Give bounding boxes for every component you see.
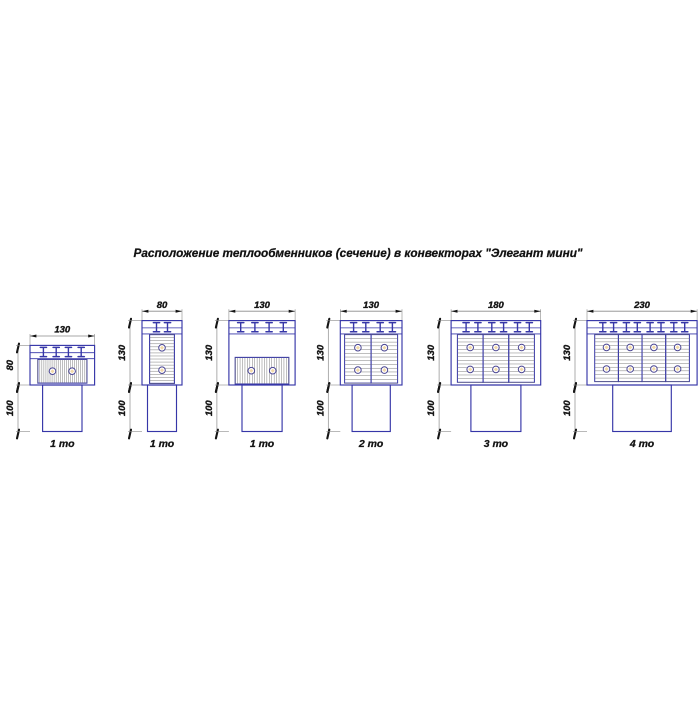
svg-text:2 то: 2 то [358, 438, 384, 450]
svg-text:130: 130 [54, 325, 71, 336]
svg-text:130: 130 [426, 344, 437, 361]
svg-text:80: 80 [5, 359, 16, 370]
svg-text:100: 100 [426, 400, 437, 417]
svg-text:100: 100 [315, 400, 326, 417]
svg-text:100: 100 [117, 400, 128, 417]
svg-text:4 то: 4 то [629, 438, 655, 450]
svg-text:1 то: 1 то [150, 438, 175, 450]
svg-text:130: 130 [315, 344, 326, 361]
svg-text:80: 80 [157, 300, 168, 311]
svg-text:130: 130 [254, 300, 271, 311]
svg-text:230: 230 [633, 300, 651, 311]
svg-text:130: 130 [562, 344, 573, 361]
svg-text:1 то: 1 то [50, 438, 75, 450]
svg-text:180: 180 [488, 300, 505, 311]
svg-text:130: 130 [204, 344, 215, 361]
svg-text:100: 100 [562, 400, 573, 417]
svg-text:3 то: 3 то [484, 438, 509, 450]
svg-text:Расположение теплообменников (: Расположение теплообменников (сечение) в… [133, 246, 582, 260]
svg-text:100: 100 [204, 400, 215, 417]
svg-text:130: 130 [363, 300, 380, 311]
svg-text:130: 130 [117, 344, 128, 361]
svg-text:1 то: 1 то [250, 438, 275, 450]
svg-text:100: 100 [5, 400, 16, 417]
